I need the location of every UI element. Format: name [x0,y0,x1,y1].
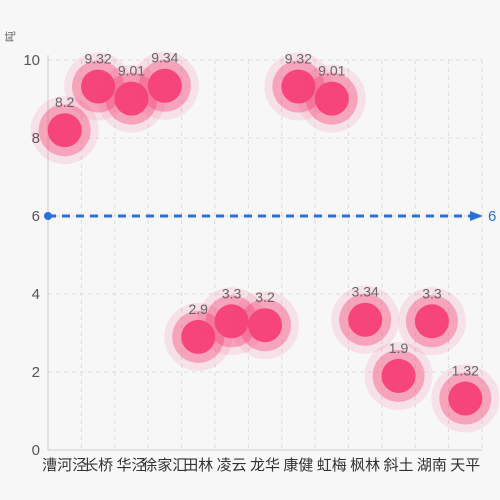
data-point [164,302,233,371]
point-core [248,308,282,343]
point-core [348,302,383,337]
x-tick-label: 华泾 [116,457,146,474]
data-point [30,96,99,165]
y-tick-label: 6 [32,208,40,225]
point-core [181,319,216,354]
data-point [130,51,199,120]
data-label: 3.3 [422,285,442,301]
data-label: 3.3 [222,285,242,301]
x-tick-label: 龙华 [250,457,280,474]
data-point [364,341,433,410]
x-tick-label: 湖南 [417,457,447,474]
reference-line-arrow [470,211,483,221]
point-core [414,304,449,339]
x-tick-label: 漕河泾 [42,457,87,474]
point-core [47,113,82,148]
point-core [81,69,116,104]
x-tick-label: 长桥 [83,457,113,474]
grid-lines [48,59,483,450]
point-core [314,81,349,116]
data-label: 1.9 [389,340,409,356]
data-point [431,364,500,433]
data-point [231,291,299,360]
y-tick-label: 0 [32,442,40,459]
point-core [381,358,416,393]
axes [47,55,482,451]
data-point [64,52,133,121]
x-tick-label: 徐家汇 [142,457,187,474]
y-axis-unit: 吨 [4,31,17,42]
y-tick-label: 10 [23,52,40,69]
x-tick-label: 虹梅 [317,457,347,474]
data-label: 9.32 [285,51,312,67]
data-label: 3.2 [255,289,275,305]
data-point [331,285,400,354]
data-points [30,51,500,433]
data-point [197,287,266,356]
data-label: 2.9 [188,301,208,317]
data-label: 3.34 [352,284,379,300]
reference-line-group: 6 [44,208,496,225]
x-tick-label: 枫林 [350,457,380,474]
data-label: 9.01 [318,63,345,79]
point-core [214,304,249,339]
data-point [397,287,466,356]
data-labels: 8.2 9.32 9.01 9.34 2.9 3.3 3.2 9.32 9.01 3.34 1.9 3… [55,50,479,379]
data-label: 1.32 [452,363,479,379]
x-tick-label: 田林 [183,457,213,474]
x-tick-label: 天平 [450,457,480,474]
y-tick-label: 2 [32,364,40,381]
x-tick-label: 康健 [283,457,313,474]
point-core [114,81,149,116]
y-tick-label: 4 [32,286,40,303]
data-label: 9.34 [151,50,178,66]
point-core [448,381,483,416]
x-tick-label: 凌云 [217,457,247,474]
data-label: 8.2 [55,94,75,110]
reference-line-label: 6 [488,208,496,225]
x-tick-label: 斜土 [384,457,414,474]
data-point [264,52,333,121]
y-tick-label: 8 [32,130,40,147]
data-point [297,64,366,133]
data-label: 9.01 [118,63,145,79]
y-tick-labels: 0 2 4 6 8 10 [23,52,40,459]
point-core [147,68,182,103]
data-label: 9.32 [84,51,111,67]
point-core [281,69,316,104]
